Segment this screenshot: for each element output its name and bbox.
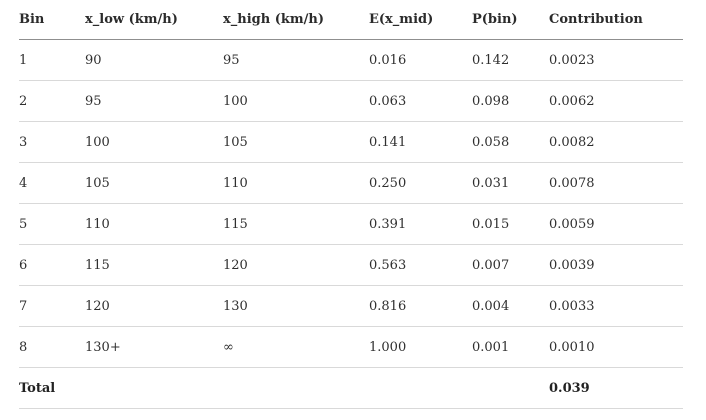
table-body: 1 90 95 0.016 0.142 0.0023 2 95 100 0.06… (19, 39, 683, 409)
cell-bin: 4 (19, 162, 85, 204)
cell-p-bin: 0.142 (472, 39, 549, 81)
cell-bin: 1 (19, 39, 85, 81)
total-empty-cell (369, 367, 472, 409)
cell-contribution: 0.0033 (549, 285, 683, 327)
table-row: 5 110 115 0.391 0.015 0.0059 (19, 203, 683, 245)
cell-x-low: 115 (85, 244, 223, 286)
total-empty-cell (223, 367, 369, 409)
cell-e-x-mid: 0.391 (369, 203, 472, 245)
cell-p-bin: 0.001 (472, 326, 549, 368)
header-row: Bin x_low (km/h) x_high (km/h) E(x_mid) … (19, 0, 683, 40)
cell-x-low: 95 (85, 80, 223, 122)
cell-x-high: 105 (223, 121, 369, 163)
cell-contribution: 0.0062 (549, 80, 683, 122)
cell-bin: 8 (19, 326, 85, 368)
header-bin: Bin (19, 0, 85, 40)
table-row: 4 105 110 0.250 0.031 0.0078 (19, 162, 683, 204)
cell-contribution: 0.0010 (549, 326, 683, 368)
table-row: 1 90 95 0.016 0.142 0.0023 (19, 39, 683, 81)
cell-x-low: 130+ (85, 326, 223, 368)
cell-x-low: 90 (85, 39, 223, 81)
total-empty-cell (472, 367, 549, 409)
total-label: Total (19, 367, 85, 409)
table-row: 6 115 120 0.563 0.007 0.0039 (19, 244, 683, 286)
cell-x-low: 110 (85, 203, 223, 245)
cell-x-low: 100 (85, 121, 223, 163)
table-row: 7 120 130 0.816 0.004 0.0033 (19, 285, 683, 327)
cell-e-x-mid: 0.563 (369, 244, 472, 286)
cell-x-high: 100 (223, 80, 369, 122)
cell-bin: 6 (19, 244, 85, 286)
table-header: Bin x_low (km/h) x_high (km/h) E(x_mid) … (19, 0, 683, 40)
table-row: 3 100 105 0.141 0.058 0.0082 (19, 121, 683, 163)
cell-contribution: 0.0059 (549, 203, 683, 245)
cell-contribution: 0.0078 (549, 162, 683, 204)
cell-e-x-mid: 1.000 (369, 326, 472, 368)
cell-x-low: 120 (85, 285, 223, 327)
cell-x-high: 95 (223, 39, 369, 81)
cell-p-bin: 0.058 (472, 121, 549, 163)
header-p-bin: P(bin) (472, 0, 549, 40)
cell-e-x-mid: 0.016 (369, 39, 472, 81)
total-empty-cell (85, 367, 223, 409)
cell-e-x-mid: 0.250 (369, 162, 472, 204)
table-row: 2 95 100 0.063 0.098 0.0062 (19, 80, 683, 122)
cell-x-high: ∞ (223, 326, 369, 368)
cell-contribution: 0.0039 (549, 244, 683, 286)
total-row: Total 0.039 (19, 367, 683, 409)
cell-p-bin: 0.015 (472, 203, 549, 245)
contribution-table: Bin x_low (km/h) x_high (km/h) E(x_mid) … (19, 0, 683, 409)
cell-contribution: 0.0023 (549, 39, 683, 81)
cell-e-x-mid: 0.816 (369, 285, 472, 327)
cell-e-x-mid: 0.063 (369, 80, 472, 122)
header-contribution: Contribution (549, 0, 683, 40)
cell-p-bin: 0.004 (472, 285, 549, 327)
contribution-table-container: Bin x_low (km/h) x_high (km/h) E(x_mid) … (19, 0, 683, 409)
header-x-high: x_high (km/h) (223, 0, 369, 40)
header-x-low: x_low (km/h) (85, 0, 223, 40)
cell-x-high: 130 (223, 285, 369, 327)
cell-x-low: 105 (85, 162, 223, 204)
cell-p-bin: 0.007 (472, 244, 549, 286)
cell-bin: 3 (19, 121, 85, 163)
cell-p-bin: 0.098 (472, 80, 549, 122)
table-row: 8 130+ ∞ 1.000 0.001 0.0010 (19, 326, 683, 368)
cell-bin: 2 (19, 80, 85, 122)
cell-x-high: 120 (223, 244, 369, 286)
cell-x-high: 110 (223, 162, 369, 204)
total-contribution: 0.039 (549, 367, 683, 409)
cell-e-x-mid: 0.141 (369, 121, 472, 163)
cell-contribution: 0.0082 (549, 121, 683, 163)
cell-bin: 5 (19, 203, 85, 245)
cell-p-bin: 0.031 (472, 162, 549, 204)
cell-x-high: 115 (223, 203, 369, 245)
cell-bin: 7 (19, 285, 85, 327)
header-e-x-mid: E(x_mid) (369, 0, 472, 40)
